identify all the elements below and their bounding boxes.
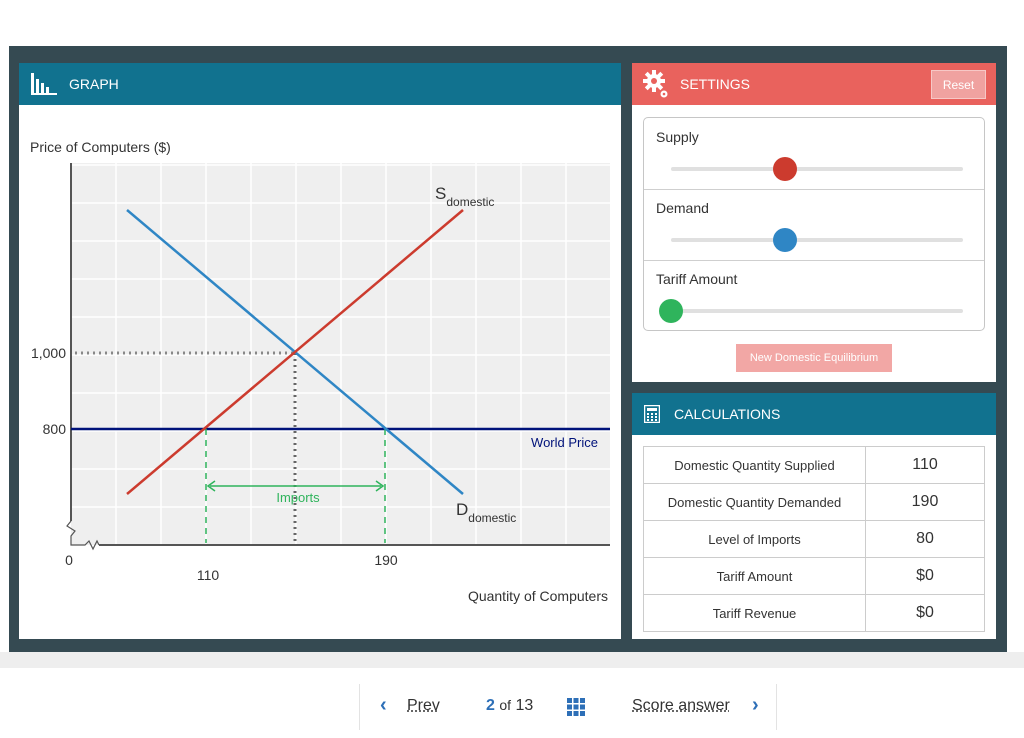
table-row: Domestic Quantity Demanded 190	[643, 483, 985, 521]
supply-slider-handle[interactable]	[772, 157, 797, 181]
demand-slider-handle[interactable]	[772, 228, 797, 252]
gear-icon	[643, 70, 668, 98]
question-navigation: ‹ Prev 2 of 13 Score answer ›	[359, 684, 777, 730]
page-total: 13	[515, 697, 534, 714]
calc-name: Domestic Quantity Demanded	[643, 483, 866, 521]
page-indicator: 2 of 13	[486, 697, 533, 715]
demand-curve-label: Ddomestic	[456, 500, 516, 525]
demand-slider-row: Demand	[644, 189, 984, 261]
graph-title: GRAPH	[69, 76, 119, 92]
demand-slider-track[interactable]	[671, 238, 963, 242]
y-tick-800: 800	[43, 421, 67, 437]
calc-value: $0	[865, 557, 985, 595]
world-price-label: World Price	[531, 435, 598, 450]
page-of: of	[499, 697, 512, 713]
calc-value: $0	[865, 594, 985, 632]
x-tick-110: 110	[197, 567, 220, 583]
calc-value: 190	[865, 483, 985, 521]
score-answer-link[interactable]: Score answer	[632, 697, 730, 714]
supply-slider-track[interactable]	[671, 167, 963, 171]
x-tick-190: 190	[374, 552, 398, 568]
supply-slider-row: Supply	[644, 118, 984, 190]
calculations-header: CALCULATIONS	[632, 393, 996, 435]
tariff-slider-handle[interactable]	[659, 299, 683, 323]
table-row: Tariff Amount $0	[643, 557, 985, 595]
settings-sliders: Supply Demand Tariff Amount	[643, 117, 985, 331]
graph-panel: GRAPH Price of Computers ($) Quantity of…	[19, 63, 621, 639]
reset-button[interactable]: Reset	[931, 70, 986, 99]
chevron-left-icon[interactable]: ‹	[380, 694, 387, 716]
x-tick-0: 0	[65, 552, 73, 568]
new-domestic-equilibrium-button[interactable]: New Domestic Equilibrium	[736, 344, 892, 372]
settings-header: SETTINGS Reset	[632, 63, 996, 105]
grid-menu-icon[interactable]	[567, 698, 585, 716]
y-axis-break	[66, 520, 100, 551]
tariff-slider-track[interactable]	[671, 309, 963, 313]
calculator-icon	[644, 405, 660, 423]
calc-value: 110	[865, 446, 985, 484]
table-row: Level of Imports 80	[643, 520, 985, 558]
calculations-panel: CALCULATIONS Domestic Quantity Supplied …	[632, 393, 996, 639]
calculations-table: Domestic Quantity Supplied 110 Domestic …	[643, 446, 985, 632]
imports-arrowhead-right	[375, 480, 385, 492]
supply-curve[interactable]	[126, 209, 464, 495]
demand-slider-label: Demand	[656, 200, 709, 216]
calc-name: Level of Imports	[643, 520, 866, 558]
tariff-slider-row: Tariff Amount	[644, 260, 984, 331]
gridlines	[71, 163, 610, 545]
bar-chart-icon	[31, 73, 57, 95]
footer-bar	[0, 652, 1024, 668]
imports-arrowhead-left	[206, 480, 216, 492]
calc-value: 80	[865, 520, 985, 558]
tariff-slider-label: Tariff Amount	[656, 271, 738, 287]
prev-link[interactable]: Prev	[407, 697, 440, 714]
settings-panel: SETTINGS Reset Supply Demand Tariff Amou…	[632, 63, 996, 382]
y-axis-label: Price of Computers ($)	[30, 139, 171, 155]
chevron-right-icon[interactable]: ›	[752, 694, 759, 716]
calculations-title: CALCULATIONS	[674, 406, 781, 422]
calc-name: Domestic Quantity Supplied	[643, 446, 866, 484]
calc-name: Tariff Revenue	[643, 594, 866, 632]
supply-curve-label: Sdomestic	[435, 184, 494, 209]
imports-label: Imports	[276, 490, 320, 505]
y-tick-1000: 1,000	[31, 345, 66, 361]
page-current: 2	[486, 697, 495, 714]
settings-title: SETTINGS	[680, 76, 751, 92]
supply-slider-label: Supply	[656, 129, 699, 145]
x-axis-label: Quantity of Computers	[468, 588, 608, 604]
graph-header: GRAPH	[19, 63, 621, 105]
table-row: Tariff Revenue $0	[643, 594, 985, 632]
table-row: Domestic Quantity Supplied 110	[643, 446, 985, 484]
calc-name: Tariff Amount	[643, 557, 866, 595]
tariff-chart[interactable]: Price of Computers ($) Quantity of Compu…	[19, 105, 621, 639]
